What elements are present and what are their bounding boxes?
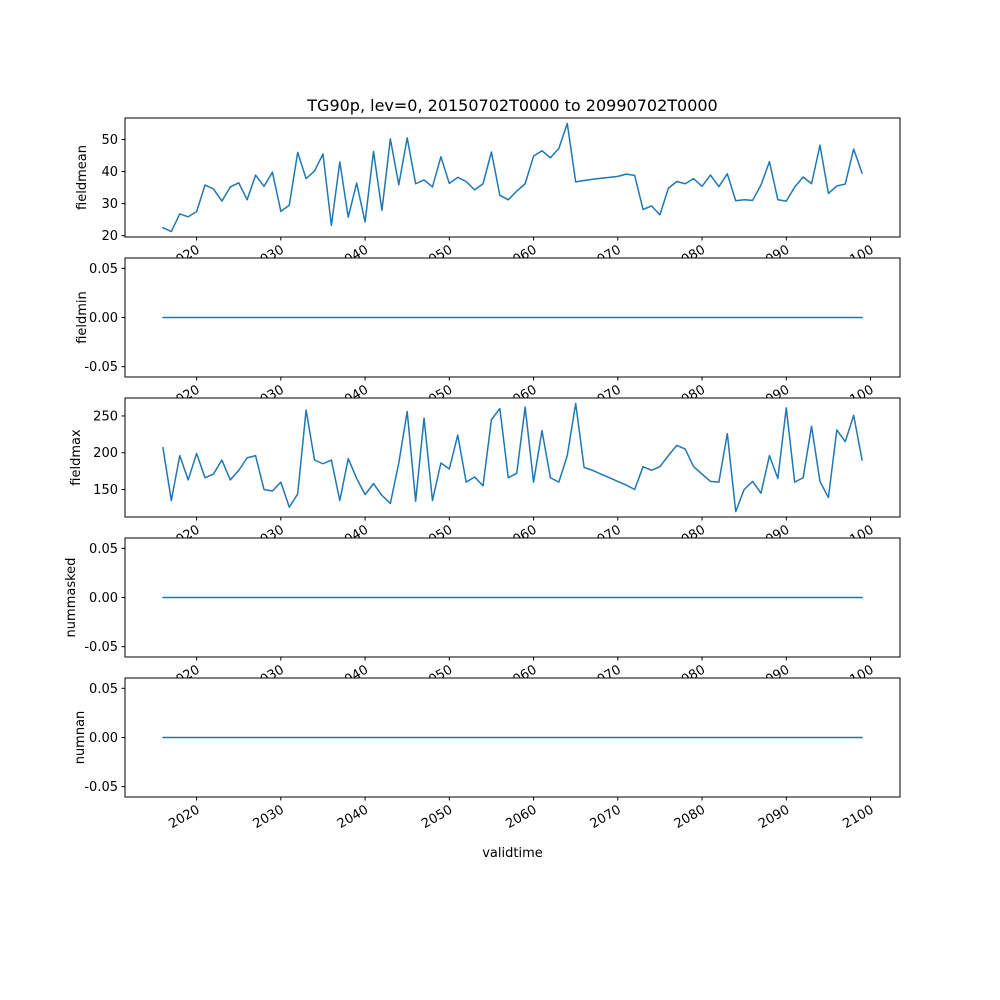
xlabel: validtime (482, 846, 543, 861)
ylabel-fieldmean: fieldmean (75, 145, 90, 210)
y-tick-label: 200 (93, 446, 118, 461)
axes-background (125, 118, 900, 237)
y-tick-label: 0.05 (89, 682, 118, 697)
y-tick-label: 40 (101, 165, 118, 180)
ylabel-numnan: numnan (73, 711, 88, 765)
y-tick-label: 30 (101, 197, 118, 212)
ylabel-fieldmax: fieldmax (69, 429, 84, 486)
y-tick-label: 250 (93, 409, 118, 424)
axes-frame (124, 117, 901, 238)
y-tick-label: 50 (101, 133, 118, 148)
ylabel-fieldmin: fieldmin (75, 291, 90, 344)
y-tick-label: -0.05 (84, 780, 118, 795)
series-line-fieldmax (162, 402, 863, 513)
axes-background (125, 398, 900, 517)
y-tick-label: 0.00 (89, 311, 118, 326)
figure-title: TG90p, lev=0, 20150702T0000 to 20990702T… (306, 96, 717, 115)
y-tick-label: 0.05 (89, 262, 118, 277)
y-tick-label: -0.05 (84, 640, 118, 655)
series-line-fieldmean (162, 122, 863, 233)
y-tick-label: 0.05 (89, 542, 118, 557)
y-tick-label: 0.00 (89, 731, 118, 746)
y-tick-label: -0.05 (84, 360, 118, 375)
y-tick-label: 20 (101, 229, 118, 244)
y-tick-label: 0.00 (89, 591, 118, 606)
axes-frame (124, 397, 901, 518)
ylabel-nummasked: nummasked (64, 558, 79, 638)
y-tick-label: 150 (93, 483, 118, 498)
